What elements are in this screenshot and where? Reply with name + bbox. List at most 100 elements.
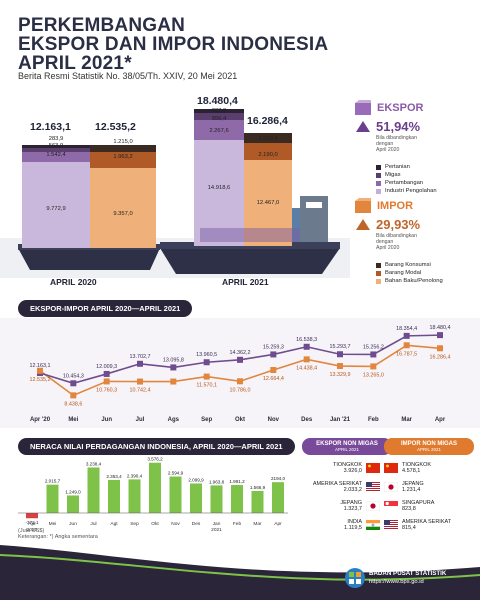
balance-data-label: 2.594,9: [168, 471, 184, 476]
impor-data-label: 11.570,1: [196, 383, 217, 389]
label-april-2021: APRIL 2021: [222, 277, 269, 287]
ekspor-point: [337, 351, 343, 358]
country-entry: SINGAPURA 823,8: [402, 500, 460, 513]
impor-data-label: 16.286,4: [430, 354, 451, 360]
ekspor-nonmigas-list: TIONGKOK 3.926,0 AMERIKA SERIKAT 2.033,2 JEP…: [304, 460, 384, 536]
export-stack-2020: [22, 145, 90, 248]
ekspor-nonmigas-title: EKSPOR NON MIGAS: [316, 441, 378, 447]
cn-flag-icon: [366, 463, 380, 473]
nonmigas-row: TIONGKOK 3.926,0: [304, 460, 384, 476]
country-name: INDIA: [347, 518, 362, 525]
impor-nonmigas-title: IMPOR NON MIGAS: [400, 441, 457, 447]
balance-bar: [231, 485, 243, 513]
impor-point: [103, 378, 110, 385]
impor-legend: Barang Konsumsi Barang Modal Bahan Baku/…: [376, 261, 472, 285]
country-entry: TIONGKOK 4.578,1: [402, 462, 460, 475]
nonmigas-row: SINGAPURA 823,8: [384, 498, 464, 514]
bar-x-tick: Jul: [90, 521, 96, 527]
impor-point: [270, 367, 277, 374]
ekspor-legend-item: Migas: [376, 171, 472, 179]
line-x-tick: Feb: [368, 417, 379, 423]
balance-data-label: 2194,0: [271, 476, 285, 481]
balance-bar: [251, 490, 264, 513]
ekspor-point: [237, 356, 243, 363]
ekspor-point: [370, 351, 377, 358]
cn-flag-icon: [384, 463, 398, 473]
impor-data-label: 10.786,0: [230, 387, 251, 393]
legend-swatch: [376, 172, 381, 178]
ekspor-legend: Pertanian Migas Pertambangan Industri Pe…: [376, 163, 472, 195]
impor-data-label: 14.438,4: [296, 365, 317, 371]
line-x-tick: Ags: [168, 417, 180, 423]
import-part-2020-konsumsi: 1.215,0: [113, 139, 133, 145]
balance-bar: [272, 482, 284, 513]
ekspor-data-label: 15.256,2: [363, 344, 384, 350]
bar-x-tick: Mei: [49, 521, 57, 527]
impor-note-3: April 2020: [376, 245, 400, 251]
in-flag-icon: [366, 520, 380, 530]
ekspor-legend-item: Industri Pengolahan: [376, 187, 472, 195]
legend-swatch: [376, 188, 381, 194]
balance-data-label: 1.566,9: [250, 485, 266, 490]
ekspor-nonmigas-pill: EKSPOR NON MIGAS APRIL 2021: [302, 438, 392, 455]
ekspor-note-1: Bila dibandingkan: [376, 135, 417, 141]
us-flag-icon: [384, 520, 398, 530]
country-entry: JEPANG 1.323,7: [304, 500, 362, 513]
impor-point: [237, 378, 243, 385]
impor-note-1: Bila dibandingkan: [376, 233, 417, 239]
import-total-2021: 16.286,4: [247, 115, 288, 127]
title-line-1: PERKEMBANGAN: [18, 15, 186, 36]
impor-point: [437, 345, 443, 352]
country-value: 1.231,4: [402, 487, 421, 493]
line-chart-bg: [0, 318, 480, 428]
impor-nonmigas-pill: IMPOR NON MIGAS APRIL 2021: [384, 438, 474, 455]
balance-bar: [190, 483, 202, 513]
impor-point: [303, 356, 310, 363]
impor-point: [203, 373, 210, 380]
balance-bar: [87, 467, 100, 513]
footer-url[interactable]: https://www.bps.go.id: [369, 579, 424, 585]
impor-legend-item: Bahan Baku/Penolong: [376, 277, 472, 285]
balance-bar: [67, 495, 79, 513]
ekspor-data-label: 14.362,2: [230, 350, 251, 356]
ekspor-pct: 51,94%: [376, 119, 421, 134]
nonmigas-row: AMERIKA SERIKAT 2.033,2: [304, 479, 384, 495]
ekspor-note-2: dengan: [376, 141, 394, 147]
line-x-tick: Apr: [435, 417, 446, 423]
ekspor-head: EKSPOR: [377, 102, 424, 114]
export-part-2020-migas: 563,9: [48, 143, 64, 149]
legend-swatch: [376, 164, 381, 170]
balance-data-label: 1.991,2: [229, 479, 245, 484]
balance-bar: [26, 513, 38, 519]
ekspor-data-label: 18.480,4: [430, 325, 451, 331]
impor-nonmigas-subtitle: APRIL 2021: [416, 447, 442, 452]
neraca-unit: (Juta US$) Keterangan: *) Angka sementar…: [18, 528, 98, 540]
bar-x-tick: Okt: [151, 521, 159, 527]
ekspor-data-label: 12.163,1: [30, 363, 51, 369]
import-part-2021-baku: 12.467,0: [256, 200, 280, 206]
balance-bar: [108, 479, 120, 513]
import-total-2020: 12.535,2: [95, 121, 136, 133]
ekspor-data-label: 18.354,4: [396, 326, 417, 332]
impor-point: [370, 363, 377, 370]
ekspor-point: [70, 380, 77, 387]
ekspor-point: [303, 343, 310, 350]
import-part-2020-modal: 1.963,2: [113, 154, 133, 160]
line-x-tick: Des: [301, 417, 313, 423]
line-x-tick: Jan '21: [330, 417, 351, 423]
export-part-2020-pertanian: 283,9: [48, 136, 64, 142]
line-x-tick: Mei: [68, 417, 78, 423]
ekspor-data-label: 12.009,3: [96, 364, 117, 370]
ekspor-legend-item: Pertanian: [376, 163, 472, 171]
impor-point: [403, 342, 410, 349]
impor-head: IMPOR: [377, 200, 414, 212]
ekspor-point: [437, 332, 443, 339]
ekspor-up-icon: [356, 121, 370, 132]
legend-swatch: [376, 270, 381, 276]
impor-data-label: 13.265,0: [363, 372, 384, 378]
export-part-2021-industri: 14.918,6: [207, 185, 231, 191]
bar-x-tick: Sep: [130, 521, 139, 527]
balance-bar: [46, 484, 59, 513]
country-value: 2.033,2: [343, 487, 362, 493]
balance-data-label: 1.963,8: [209, 479, 225, 484]
